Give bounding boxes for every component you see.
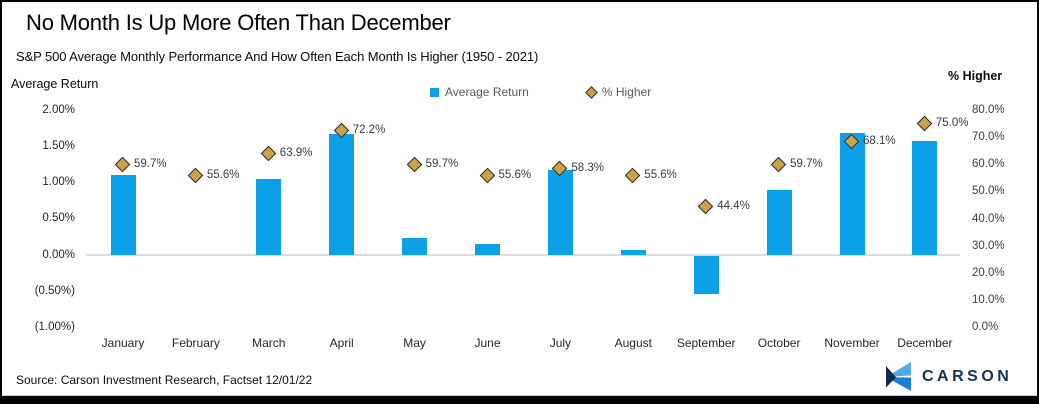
month-label: October [757, 336, 801, 350]
month-label: March [252, 336, 286, 350]
chart-subtitle: S&P 500 Average Monthly Performance And … [16, 49, 539, 64]
bar-swatch-icon [430, 87, 439, 97]
month-label: February [171, 336, 220, 350]
left-axis-tick: 0.00% [42, 248, 75, 261]
month-label: July [549, 336, 572, 350]
chart-title: No Month Is Up More Often Than December [26, 10, 451, 35]
month-label: June [474, 336, 501, 350]
source-note: Source: Carson Investment Research, Fact… [16, 373, 313, 387]
left-axis-tick: 1.00% [42, 176, 75, 189]
left-axis-tick: 2.00% [42, 104, 75, 116]
month-label: August [614, 336, 652, 350]
bar-december [912, 141, 938, 255]
point-label-september: 44.4% [717, 199, 750, 212]
point-label-march: 63.9% [279, 146, 313, 159]
point-label-april: 72.2% [352, 124, 386, 137]
month-label: December [897, 336, 953, 350]
legend-item-average-return: Average Return [430, 85, 529, 99]
left-axis-tick: (1.00%) [34, 320, 75, 333]
diamond-february [187, 167, 204, 184]
carson-chevron-icon [886, 362, 911, 391]
legend-label: % Higher [601, 85, 652, 99]
bar-july [547, 170, 573, 255]
right-axis-tick: 80.0% [972, 104, 1005, 116]
diamond-september [697, 198, 714, 214]
bar-january [110, 175, 136, 255]
left-axis-tick: 1.50% [42, 140, 75, 153]
diamond-december [916, 115, 933, 131]
bottom-black-bar [2, 396, 1037, 402]
bar-march [256, 179, 282, 255]
diamond-october [770, 156, 787, 173]
legend-item-pct-higher: % Higher [584, 85, 652, 99]
right-axis-tick: 50.0% [972, 185, 1005, 198]
point-label-december: 75.0% [935, 116, 969, 129]
month-label: November [824, 336, 880, 350]
carson-logo: CARSON [886, 362, 1012, 391]
diamond-swatch-icon [584, 85, 598, 99]
bar-june [475, 244, 500, 255]
diamond-march [260, 145, 277, 161]
left-axis-tick: 0.50% [42, 212, 75, 225]
month-label: May [403, 336, 426, 350]
bottom-divider [2, 395, 1037, 396]
bar-may [402, 237, 428, 255]
point-label-october: 59.7% [790, 158, 823, 171]
right-axis-tick: 10.0% [972, 293, 1005, 306]
right-axis-tick: 70.0% [972, 131, 1005, 144]
left-axis-tick: (0.50%) [34, 284, 75, 297]
bar-october [766, 189, 792, 255]
point-label-may: 59.7% [425, 158, 459, 171]
diamond-august [625, 167, 641, 184]
legend: Average Return % Higher [430, 85, 651, 99]
diamond-january [114, 156, 131, 173]
bar-august [620, 249, 646, 255]
right-axis-tick: 30.0% [972, 239, 1005, 252]
diamond-june [479, 167, 495, 184]
right-axis-tick: 0.0% [972, 321, 999, 333]
bar-november [839, 132, 865, 255]
point-label-june: 55.6% [498, 169, 532, 182]
diamond-may [406, 156, 422, 173]
month-label: September [676, 336, 736, 350]
bar-april [329, 133, 355, 255]
point-label-november: 68.1% [863, 135, 896, 148]
right-axis-tick: 20.0% [972, 266, 1005, 279]
bar-september [693, 256, 719, 295]
left-axis-title: Average Return [11, 77, 99, 91]
carson-logo-text: CARSON [922, 367, 1013, 385]
month-label: April [329, 336, 354, 350]
zero-axis-line [86, 254, 960, 256]
point-label-july: 58.3% [571, 161, 604, 174]
point-label-january: 59.7% [134, 158, 167, 171]
point-label-february: 55.6% [206, 169, 240, 182]
month-label: January [101, 336, 145, 350]
legend-label: Average Return [445, 85, 529, 99]
right-axis-tick: 40.0% [972, 212, 1005, 225]
right-axis-title: % Higher [948, 69, 1003, 83]
point-label-august: 55.6% [644, 169, 677, 182]
right-axis-tick: 60.0% [972, 158, 1005, 171]
